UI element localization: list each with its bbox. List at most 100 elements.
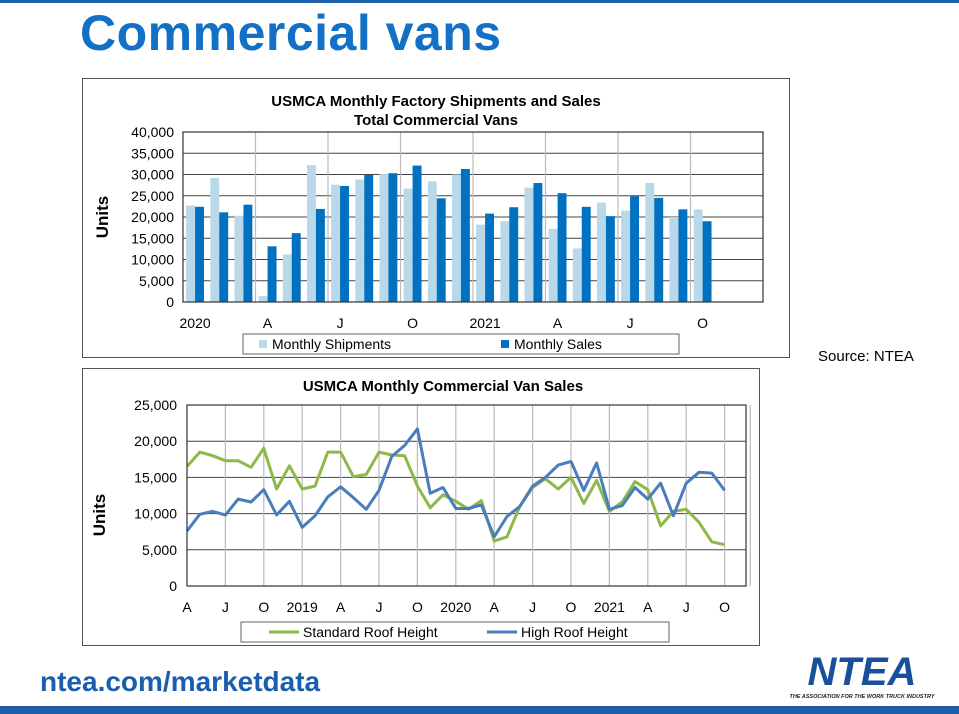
slide-title: Commercial vans	[80, 5, 502, 61]
y-tick-label: 0	[166, 294, 174, 310]
shipments-bar	[476, 224, 486, 302]
y-tick-label: 40,000	[131, 124, 174, 140]
legend-box	[240, 621, 670, 643]
sales-bar	[678, 209, 688, 302]
shipments-bar	[282, 254, 292, 302]
shipments-bar	[548, 228, 558, 302]
x-tick-label: O	[697, 315, 708, 331]
sales-bar	[581, 206, 591, 302]
chart-title: USMCA Monthly Commercial Van Sales	[303, 378, 583, 395]
x-tick-label: J	[529, 599, 536, 615]
shipments-sales-svg: USMCA Monthly Factory Shipments and Sale…	[93, 93, 764, 355]
y-tick-label: 15,000	[131, 230, 174, 246]
shipments-bar	[234, 215, 244, 302]
x-tick-label: O	[412, 599, 423, 615]
shipments-bar	[693, 209, 703, 302]
shipments-bar	[621, 210, 631, 302]
sales-bar	[533, 183, 543, 302]
x-tick-label: A	[336, 599, 346, 615]
x-tick-label: J	[222, 599, 229, 615]
sales-bar	[654, 197, 664, 302]
standard-roof-line	[185, 446, 725, 547]
y-tick-label: 25,000	[131, 188, 174, 204]
sales-bar	[412, 165, 422, 302]
legend-sales-swatch	[501, 340, 509, 348]
shipments-sales-chart: USMCA Monthly Factory Shipments and Sale…	[82, 78, 790, 358]
sales-bar	[267, 246, 277, 302]
x-tick-label: J	[376, 599, 383, 615]
sales-bar	[630, 196, 640, 302]
source-note: Source: NTEA	[818, 348, 914, 365]
ntea-logo: NTEA THE ASSOCIATION FOR THE WORK TRUCK …	[778, 650, 948, 702]
chart-title: USMCA Monthly Factory Shipments and Sale…	[271, 93, 601, 110]
y-tick-label: 35,000	[131, 145, 174, 161]
sales-bar	[243, 204, 253, 302]
plot-border	[182, 131, 764, 303]
x-tick-label: A	[643, 599, 653, 615]
y-axis-label: Units	[93, 196, 112, 239]
chart-subtitle: Total Commercial Vans	[354, 112, 518, 129]
plot-border	[186, 404, 747, 587]
x-tick-label: 2020	[180, 315, 211, 331]
y-tick-label: 10,000	[131, 252, 174, 268]
x-tick-label: A	[182, 599, 192, 615]
y-axis-label: Units	[90, 494, 109, 537]
shipments-bar	[379, 174, 389, 302]
x-tick-label: 2020	[440, 599, 471, 615]
top-accent-bar	[0, 0, 959, 3]
shipments-bar	[427, 181, 437, 302]
y-tick-label: 5,000	[142, 542, 177, 558]
bottom-accent-bar	[0, 706, 959, 714]
legend-box	[242, 333, 680, 355]
shipments-bar	[572, 248, 582, 302]
shipments-bar	[524, 187, 534, 302]
van-sales-line-chart: USMCA Monthly Commercial Van Sales 0 5,000…	[82, 368, 760, 646]
x-tick-label: 2021	[470, 315, 501, 331]
x-tick-label: O	[719, 599, 730, 615]
shipments-bar	[355, 179, 365, 302]
x-tick-label: 2021	[594, 599, 625, 615]
x-tick-label: J	[627, 315, 634, 331]
x-tick-label: O	[407, 315, 418, 331]
x-tick-label: J	[683, 599, 690, 615]
shipments-bar	[500, 221, 510, 302]
shipments-bar	[669, 217, 679, 302]
sales-bar	[702, 221, 712, 302]
shipments-bar	[258, 296, 268, 302]
market-data-link[interactable]: ntea.com/marketdata	[40, 666, 321, 697]
logo-tagline: THE ASSOCIATION FOR THE WORK TRUCK INDUS…	[789, 694, 935, 700]
sales-bar	[509, 207, 519, 302]
legend-standard-label: Standard Roof Height	[303, 624, 438, 640]
y-tick-label: 0	[169, 578, 177, 594]
shipments-bar	[210, 177, 220, 302]
sales-bar	[605, 216, 615, 302]
legend-shipments-label: Monthly Shipments	[272, 336, 391, 352]
y-tick-label: 25,000	[134, 397, 177, 413]
sales-bar	[315, 208, 325, 302]
legend-high-label: High Roof Height	[521, 624, 628, 640]
van-sales-svg: USMCA Monthly Commercial Van Sales 0 5,000…	[90, 378, 751, 643]
shipments-bar	[645, 183, 655, 302]
x-tick-label: 2019	[287, 599, 318, 615]
y-tick-label: 30,000	[131, 167, 174, 183]
y-tick-label: 15,000	[134, 469, 177, 485]
y-tick-label: 10,000	[134, 506, 177, 522]
legend-shipments-swatch	[259, 340, 267, 348]
y-tick-label: 20,000	[131, 209, 174, 225]
sales-bar	[460, 168, 470, 302]
sales-bar	[195, 206, 205, 302]
x-tick-label: O	[258, 599, 269, 615]
shipments-bar	[331, 184, 341, 302]
shipments-bar	[403, 188, 413, 302]
x-tick-label: O	[566, 599, 577, 615]
shipments-bar	[451, 174, 461, 302]
legend-sales-label: Monthly Sales	[514, 336, 602, 352]
sales-bar	[291, 233, 301, 302]
sales-bar	[340, 185, 350, 302]
shipments-bar	[306, 165, 316, 302]
sales-bar	[364, 174, 374, 302]
sales-bar	[219, 212, 229, 302]
sales-bar	[485, 213, 495, 302]
shipments-bar	[186, 205, 196, 302]
high-roof-line	[185, 427, 726, 539]
